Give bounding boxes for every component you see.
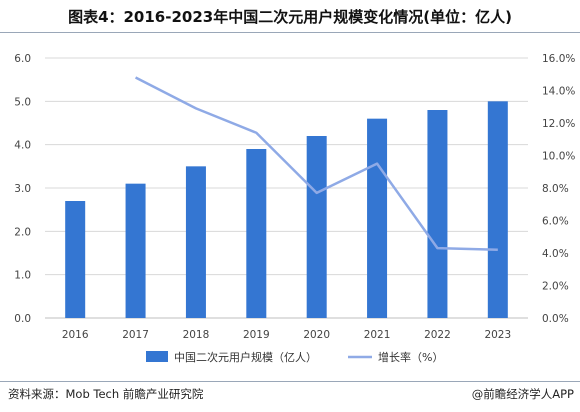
left-tick-label: 0.0 — [14, 313, 31, 325]
left-tick-label: 3.0 — [14, 183, 31, 195]
bar-series — [65, 101, 508, 319]
x-tick-label: 2021 — [364, 329, 391, 341]
right-axis-ticks: 0.0% 2.0% 4.0% 6.0% 8.0% 10.0% 12.0% 14.0% 16.0% — [542, 53, 575, 325]
left-tick-label: 2.0 — [14, 226, 31, 238]
bar — [246, 149, 267, 318]
right-tick-label: 0.0% — [542, 313, 569, 325]
source-note: 资料来源：Mob Tech 前瞻产业研究院 — [8, 387, 204, 401]
x-tick-label: 2018 — [183, 329, 210, 341]
legend: 中国二次元用户规模（亿人） 增长率（%） — [146, 350, 443, 364]
brand-credit: @前瞻经济学人APP — [471, 387, 574, 401]
left-axis-ticks: 0.0 1.0 2.0 3.0 4.0 5.0 6.0 — [14, 53, 31, 325]
right-tick-label: 14.0% — [542, 86, 575, 98]
bar — [125, 183, 146, 318]
bar — [427, 110, 448, 318]
right-tick-label: 2.0% — [542, 281, 569, 293]
bar — [487, 101, 508, 318]
x-tick-label: 2023 — [484, 329, 511, 341]
right-tick-label: 10.0% — [542, 151, 575, 163]
right-tick-label: 16.0% — [542, 53, 575, 65]
bar — [65, 201, 86, 318]
x-tick-label: 2022 — [424, 329, 451, 341]
chart-title: 图表4：2016-2023年中国二次元用户规模变化情况(单位：亿人) — [68, 8, 512, 26]
line-series — [134, 76, 498, 251]
left-tick-label: 5.0 — [14, 96, 31, 108]
right-tick-label: 6.0% — [542, 216, 569, 228]
bar — [185, 166, 206, 318]
x-tick-label: 2016 — [62, 329, 89, 341]
bar — [306, 136, 327, 318]
left-tick-label: 4.0 — [14, 140, 31, 152]
x-axis-ticks: 2016 2017 2018 2019 2020 2021 2022 2023 — [62, 329, 511, 341]
x-tick-label: 2020 — [303, 329, 330, 341]
title-divider — [0, 32, 580, 33]
legend-line-label: 增长率（%） — [378, 350, 443, 364]
left-tick-label: 6.0 — [14, 53, 31, 65]
legend-bar-label: 中国二次元用户规模（亿人） — [174, 350, 317, 364]
grid-lines — [45, 57, 528, 319]
bar — [367, 118, 388, 319]
left-tick-label: 1.0 — [14, 270, 31, 282]
right-tick-label: 12.0% — [542, 118, 575, 130]
right-tick-label: 4.0% — [542, 248, 569, 260]
legend-bar-swatch — [146, 351, 168, 362]
right-tick-label: 8.0% — [542, 183, 569, 195]
footer-divider — [0, 381, 580, 382]
x-tick-label: 2017 — [122, 329, 149, 341]
x-tick-label: 2019 — [243, 329, 270, 341]
